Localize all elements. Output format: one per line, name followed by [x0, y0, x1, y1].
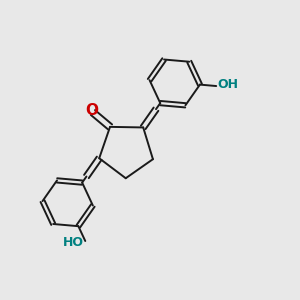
Text: OH: OH [218, 78, 239, 91]
Text: O: O [85, 103, 98, 118]
Text: HO: HO [63, 236, 84, 249]
